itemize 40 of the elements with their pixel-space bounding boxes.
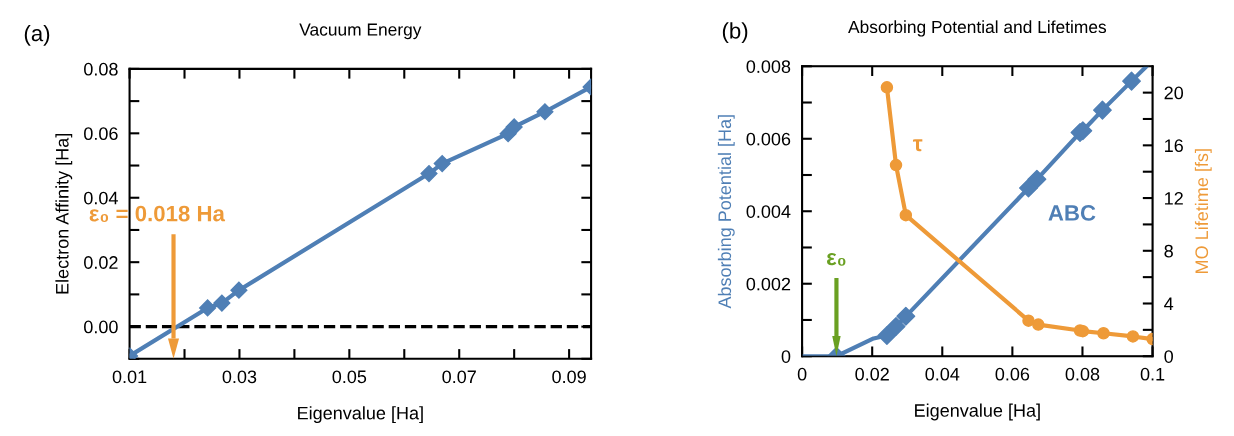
text: (b)	[722, 22, 748, 44]
x-tick-label: 0.1	[1140, 367, 1165, 381]
text: (a)	[24, 24, 50, 46]
ref-line-label: ε₀ = 0.018 Ha	[89, 205, 226, 223]
y2-tick-label: 0	[1164, 350, 1173, 363]
chart-title: Vacuum Energy	[299, 23, 422, 40]
y-tick-label: 0.002	[746, 277, 791, 291]
y-axis-title: Absorbing Potential [Ha]	[717, 115, 735, 309]
y-tick-label: 0.006	[746, 132, 791, 146]
y-tick-label: 0.02	[84, 256, 118, 269]
x-tick-label: 0	[797, 367, 807, 381]
y-tick-label: 0.008	[746, 60, 791, 73]
y-tick-label: 0.00	[84, 320, 118, 334]
y-tick-label: 0.04	[84, 191, 118, 205]
y2-tick-label: 12	[1165, 192, 1183, 205]
y-tick-label: 0.08	[84, 62, 118, 76]
x-tick-label: 0.07	[442, 370, 476, 384]
ref-line-label: ε₀	[827, 253, 846, 266]
x-tick-label: 0.03	[222, 370, 257, 384]
x-tick-label: 0.02	[855, 367, 889, 381]
y2-tick-label: 20	[1164, 86, 1184, 100]
y2-tick-label: 8	[1164, 244, 1173, 258]
y-tick-label: 0.06	[84, 127, 118, 141]
y2-axis-title: MO Lifetime [fs]	[1194, 149, 1212, 273]
x-tick-label: 0.06	[995, 367, 1030, 381]
chart-title: Absorbing Potential and Lifetimes	[848, 20, 1107, 37]
x-tick-label: 0.09	[552, 370, 586, 384]
x-tick-label: 0.08	[1065, 367, 1100, 381]
y-tick-label: 0	[781, 350, 791, 363]
y-tick-label: 0.004	[746, 205, 791, 218]
x-axis-title: Eigenvalue [Ha]	[298, 406, 423, 424]
x-tick-label: 0.05	[332, 370, 367, 384]
y2-tick-label: 4	[1164, 297, 1174, 311]
series-label: ABC	[1048, 205, 1096, 221]
x-axis-title: Eigenvalue [Ha]	[915, 403, 1040, 421]
series-label: τ	[912, 139, 923, 152]
x-tick-label: 0.01	[112, 370, 147, 384]
y-axis-title: Electron Affinity [Ha]	[55, 134, 73, 294]
x-tick-label: 0.04	[925, 367, 960, 381]
y2-tick-label: 16	[1165, 139, 1183, 153]
